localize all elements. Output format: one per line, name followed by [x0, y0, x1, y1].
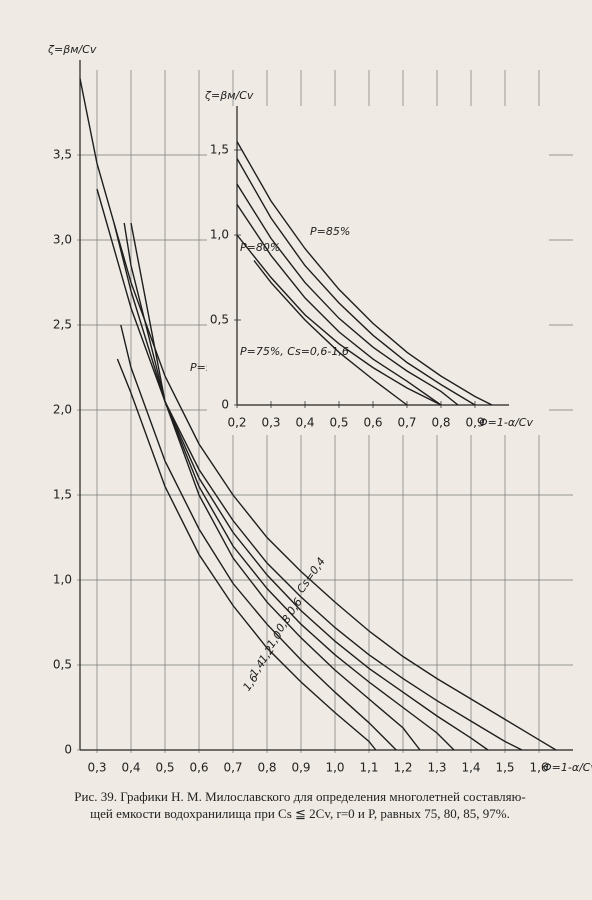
x-tick-label: 1,1	[359, 761, 378, 775]
x-tick-label: 0,3	[87, 761, 106, 775]
y-tick-label: 1,0	[53, 573, 72, 587]
curve	[236, 204, 442, 406]
y-tick-label: 1,5	[210, 143, 229, 157]
curve	[120, 324, 397, 751]
x-axis-label: Φ=1-α/Cv	[543, 761, 592, 774]
curve	[123, 222, 455, 751]
x-tick-label: 1,2	[393, 761, 412, 775]
curve	[236, 183, 459, 406]
annotation: P=85%	[310, 225, 350, 238]
x-tick-label: 0,2	[227, 416, 246, 430]
curve	[236, 141, 493, 406]
y-tick-label: 1,5	[53, 488, 72, 502]
series-label: 0,6	[284, 596, 305, 618]
x-tick-label: 0,6	[189, 761, 208, 775]
x-tick-label: 0,5	[155, 761, 174, 775]
curve	[116, 358, 377, 751]
x-tick-label: 0,9	[465, 416, 484, 430]
curve	[236, 158, 476, 406]
x-tick-label: 0,3	[261, 416, 280, 430]
curve	[130, 222, 421, 751]
caption-line: щей емкости водохранилища при Cs ≦ 2Cv, …	[90, 806, 510, 821]
curve	[79, 78, 557, 751]
y-tick-label: 3,5	[53, 148, 72, 162]
y-axis-label: ζ=βм/Cv	[47, 43, 97, 56]
x-tick-label: 0,8	[257, 761, 276, 775]
x-tick-label: 0,7	[223, 761, 242, 775]
x-tick-label: 1,3	[427, 761, 446, 775]
y-tick-label: 0	[64, 743, 72, 757]
x-tick-label: 1,0	[325, 761, 344, 775]
x-tick-label: 1,5	[495, 761, 514, 775]
y-tick-label: 0,5	[210, 313, 229, 327]
x-tick-label: 1,6	[529, 761, 548, 775]
curve	[236, 234, 442, 406]
x-tick-label: 0,8	[431, 416, 450, 430]
x-tick-label: 0,6	[363, 416, 382, 430]
x-tick-label: 0,9	[291, 761, 310, 775]
x-tick-label: 0,5	[329, 416, 348, 430]
y-tick-label: 1,0	[210, 228, 229, 242]
annotation: P=75%, Cs=0,6-1,6	[240, 345, 349, 358]
y-tick-label: 0	[221, 398, 229, 412]
y-axis-label: ζ=βм/Cv	[204, 89, 254, 102]
y-tick-label: 0,5	[53, 658, 72, 672]
inset-background	[207, 106, 549, 435]
x-tick-label: 0,4	[121, 761, 140, 775]
curve	[253, 260, 408, 406]
x-tick-label: 0,7	[397, 416, 416, 430]
y-tick-label: 2,5	[53, 318, 72, 332]
x-axis-label: Φ=1-α/Cv	[479, 416, 533, 429]
y-tick-label: 2,0	[53, 403, 72, 417]
x-tick-label: 0,4	[295, 416, 314, 430]
y-tick-label: 3,0	[53, 233, 72, 247]
caption-line: Рис. 39. Графики Н. М. Милославского для…	[74, 789, 525, 804]
x-tick-label: 1,4	[461, 761, 480, 775]
series-label: Cs=0,4	[294, 555, 328, 595]
